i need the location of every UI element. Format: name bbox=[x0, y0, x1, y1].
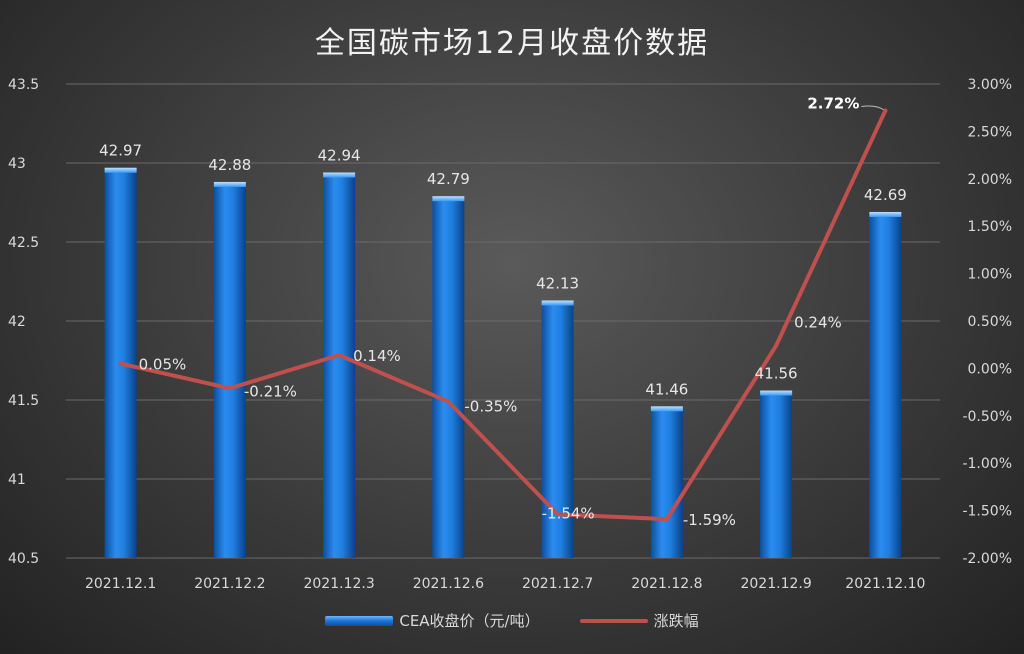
change-line bbox=[118, 108, 888, 522]
bar-value-label: 42.94 bbox=[318, 146, 361, 164]
y-right-tick-label: 1.00% bbox=[968, 267, 1012, 283]
bar bbox=[869, 211, 902, 559]
y-right-tick-label: -2.00% bbox=[962, 551, 1012, 567]
bar-cap bbox=[760, 390, 793, 396]
legend-swatch-bar bbox=[325, 615, 394, 626]
label-leader-line bbox=[861, 105, 884, 110]
change-value-label: 2.72% bbox=[807, 95, 859, 113]
bar bbox=[650, 406, 683, 558]
bar bbox=[323, 172, 356, 559]
change-value-label: -0.35% bbox=[464, 398, 517, 416]
y-right-tick-label: 0.50% bbox=[968, 314, 1012, 330]
bar-cap bbox=[323, 172, 356, 178]
bar-cap bbox=[432, 196, 465, 202]
y-right-tick-label: 3.00% bbox=[968, 77, 1012, 93]
y-left-tick-label: 43 bbox=[8, 156, 26, 172]
y-left-tick-label: 42 bbox=[8, 314, 26, 330]
bar-value-label: 42.69 bbox=[864, 186, 907, 204]
change-point bbox=[774, 343, 779, 348]
change-value-label: 0.14% bbox=[353, 347, 401, 365]
x-tick-label: 2021.12.2 bbox=[194, 576, 265, 592]
y-right-tick-label: 2.50% bbox=[968, 124, 1012, 140]
change-value-label: -1.54% bbox=[542, 504, 595, 522]
legend-swatch-line bbox=[579, 618, 648, 623]
legend-item-change[interactable]: 涨跌幅 bbox=[579, 610, 699, 631]
change-value-label: -1.59% bbox=[683, 511, 736, 529]
bar-value-label: 41.56 bbox=[755, 365, 798, 383]
legend-label-change: 涨跌幅 bbox=[653, 612, 699, 630]
y-right-tick-label: 2.00% bbox=[968, 172, 1012, 188]
y-right-tick-label: -1.00% bbox=[962, 456, 1012, 472]
bar-value-label: 42.97 bbox=[99, 142, 142, 160]
change-value-label: 0.05% bbox=[139, 356, 187, 374]
chart-title: 全国碳市场12月收盘价数据 bbox=[314, 26, 710, 61]
bar-cap bbox=[213, 181, 246, 187]
y-left-tick-label: 40.5 bbox=[8, 551, 39, 567]
change-point bbox=[337, 353, 342, 358]
change-point bbox=[555, 512, 560, 517]
bar-value-label: 41.46 bbox=[645, 380, 688, 398]
x-tick-label: 2021.12.3 bbox=[303, 576, 374, 592]
y-left-tick-label: 41 bbox=[8, 472, 26, 488]
change-value-label: 0.24% bbox=[794, 314, 842, 332]
y-right-tick-label: 1.50% bbox=[968, 219, 1012, 235]
y-left-tick-label: 42.5 bbox=[8, 235, 39, 251]
bar-cap bbox=[869, 211, 902, 217]
legend-item-price[interactable]: CEA收盘价（元/吨） bbox=[325, 610, 540, 631]
change-point bbox=[883, 108, 888, 113]
y-left-tick-label: 43.5 bbox=[8, 77, 39, 93]
bar bbox=[213, 181, 246, 558]
bar-cap bbox=[541, 300, 574, 306]
change-point bbox=[664, 517, 669, 522]
x-tick-label: 2021.12.7 bbox=[522, 576, 593, 592]
x-tick-label: 2021.12.6 bbox=[413, 576, 484, 592]
x-tick-label: 2021.12.8 bbox=[631, 576, 702, 592]
bar-value-label: 42.88 bbox=[208, 156, 251, 174]
bar bbox=[760, 390, 793, 558]
y-right-tick-label: -1.50% bbox=[962, 504, 1012, 520]
y-left-tick-label: 41.5 bbox=[8, 393, 39, 409]
bar-value-label: 42.13 bbox=[536, 274, 579, 292]
bar-cap bbox=[104, 167, 137, 173]
bar-cap bbox=[650, 406, 683, 412]
y-right-tick-label: -0.50% bbox=[962, 409, 1012, 425]
legend-label-price: CEA收盘价（元/吨） bbox=[399, 612, 540, 630]
change-point bbox=[446, 399, 451, 404]
bar-value-label: 42.79 bbox=[427, 170, 470, 188]
bar bbox=[432, 196, 465, 558]
y-right-tick-label: 0.00% bbox=[968, 361, 1012, 377]
chart-legend: CEA收盘价（元/吨） 涨跌幅 bbox=[0, 610, 1024, 631]
x-tick-label: 2021.12.9 bbox=[740, 576, 811, 592]
change-point bbox=[118, 361, 123, 366]
x-tick-label: 2021.12.10 bbox=[845, 576, 925, 592]
x-tick-label: 2021.12.1 bbox=[85, 576, 156, 592]
change-value-label: -0.21% bbox=[244, 382, 297, 400]
change-point bbox=[227, 386, 232, 391]
